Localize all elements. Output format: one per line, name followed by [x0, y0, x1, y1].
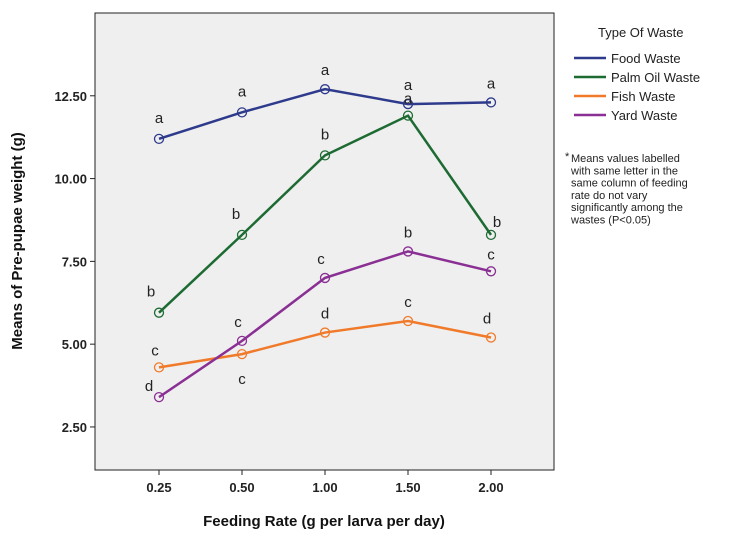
y-tick-label: 5.00: [62, 337, 87, 352]
data-point: [402, 246, 414, 257]
data-point: [153, 391, 165, 403]
data-point: [319, 84, 331, 95]
point-letter-label: a: [487, 75, 496, 92]
point-letter-label: b: [232, 206, 240, 223]
data-point: [236, 335, 248, 346]
x-tick-label: 0.25: [146, 480, 171, 495]
legend-item: Fish Waste: [574, 89, 676, 104]
data-point: [153, 362, 165, 373]
y-tick-label: 12.50: [54, 89, 87, 104]
point-letter-label: d: [321, 306, 329, 323]
series-palm-oil-waste: [153, 110, 497, 318]
series-line: [158, 114, 493, 314]
data-point: [402, 315, 414, 327]
series-group: [153, 84, 497, 403]
point-letter-label: c: [151, 342, 159, 359]
y-tick-label: 10.00: [54, 172, 87, 187]
data-point: [153, 307, 165, 318]
note-line: significantly among the: [571, 202, 683, 214]
data-point: [153, 133, 165, 144]
point-letter-label: c: [238, 371, 246, 388]
point-letter-label: b: [321, 126, 329, 143]
series-line: [158, 87, 492, 141]
note-line: same column of feeding: [571, 178, 688, 190]
data-point: [236, 107, 248, 118]
x-tick-label: 2.00: [478, 480, 503, 495]
y-tick-label: 2.50: [62, 420, 87, 435]
note-bullet: *: [565, 151, 570, 163]
point-letter-label: b: [493, 214, 501, 231]
legend-label: Fish Waste: [611, 89, 676, 104]
data-point: [485, 266, 497, 277]
legend-label: Palm Oil Waste: [611, 70, 700, 85]
x-axis-title: Feeding Rate (g per larva per day): [203, 513, 445, 530]
point-letter-label: d: [483, 311, 491, 328]
x-tick-label: 1.50: [395, 480, 420, 495]
legend: Type Of Waste Food Waste Palm Oil Waste Fi…: [574, 25, 700, 123]
x-tick-label: 0.50: [229, 480, 254, 495]
data-point: [485, 332, 497, 343]
data-point: [402, 110, 414, 121]
point-letter-label: a: [404, 91, 413, 108]
legend-label: Yard Waste: [611, 108, 677, 123]
x-tick-label: 1.00: [312, 480, 337, 495]
series-food-waste: [153, 84, 497, 144]
point-letter-label: c: [404, 294, 412, 311]
data-point: [485, 97, 497, 108]
data-point: [236, 348, 248, 360]
legend-label: Food Waste: [611, 51, 681, 66]
point-letter-label: c: [317, 251, 325, 268]
data-point: [485, 229, 497, 241]
note-line: Means values labelled: [571, 153, 680, 165]
note-line: with same letter in the: [570, 165, 678, 177]
y-axis-title: Means of Pre-pupae weight (g): [9, 132, 26, 350]
point-letter-label: b: [147, 284, 155, 301]
data-point: [319, 327, 331, 338]
note-line: rate do not vary: [571, 190, 648, 202]
data-point: [319, 150, 331, 161]
legend-item: Food Waste: [574, 51, 681, 66]
series-line: [158, 250, 492, 399]
point-letter-label: c: [234, 314, 242, 331]
y-tick-label: 7.50: [62, 254, 87, 269]
series-yard-waste: [153, 246, 497, 403]
plot-area: [94, 12, 555, 471]
legend-item: Palm Oil Waste: [574, 70, 700, 85]
point-letter-label: a: [404, 77, 413, 94]
point-letter-label: a: [155, 110, 164, 127]
legend-item: Yard Waste: [574, 108, 677, 123]
data-point: [319, 272, 331, 284]
note-line: wastes (P<0.05): [570, 215, 651, 227]
legend-title: Type Of Waste: [598, 25, 684, 40]
point-letter-label: a: [238, 83, 247, 100]
point-letter-label: b: [404, 224, 412, 241]
data-point: [236, 229, 248, 241]
point-letter-label: d: [145, 378, 153, 395]
x-axis: 0.25 0.50 1.00 1.50 2.00: [146, 470, 504, 495]
data-point: [402, 98, 414, 110]
y-axis: 2.50 5.00 7.50 10.00 12.50: [54, 89, 95, 435]
point-letter-label: a: [321, 62, 330, 79]
point-letter-label: c: [487, 246, 495, 263]
